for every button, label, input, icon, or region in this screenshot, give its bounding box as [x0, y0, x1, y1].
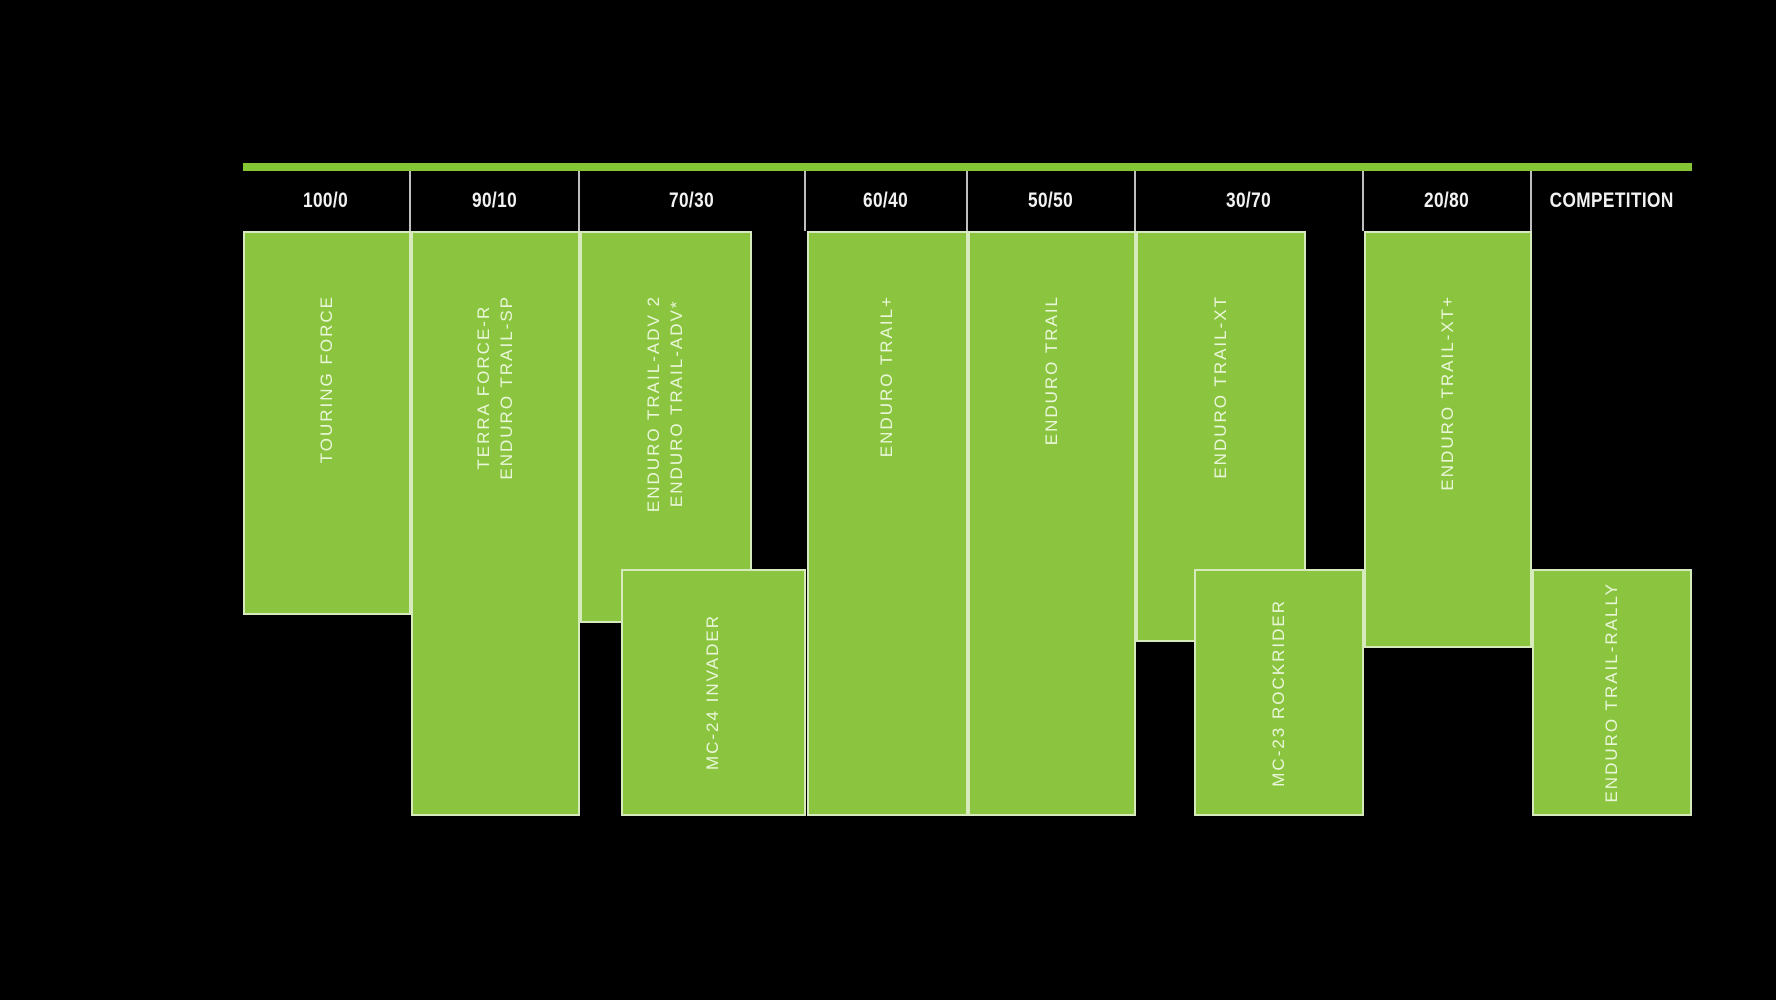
column-header-label: 100/0 — [303, 189, 349, 212]
box-enduro-trail-rally-label: ENDURO TRAIL-RALLY — [1601, 582, 1621, 803]
column-header-label: 90/10 — [471, 189, 518, 212]
bar-terra-force-r-label: TERRA FORCE-R ENDURO TRAIL-SP — [473, 295, 516, 480]
column-header-competition: COMPETITION — [1532, 171, 1692, 231]
column-header-70-30: 70/30 — [580, 171, 806, 231]
bar-enduro-trail-xt-label: ENDURO TRAIL-XT — [1210, 295, 1230, 479]
bar-enduro-trail-adv: ENDURO TRAIL-ADV 2 ENDURO TRAIL-ADV* — [580, 231, 752, 623]
chart-top-rule — [243, 163, 1692, 171]
bar-enduro-trail-xt-plus: ENDURO TRAIL-XT+ — [1364, 231, 1532, 648]
column-header-30-70: 30/70 — [1136, 171, 1364, 231]
box-enduro-trail-rally: ENDURO TRAIL-RALLY — [1532, 569, 1692, 816]
bar-enduro-trail-plus: ENDURO TRAIL+ — [807, 231, 968, 816]
bar-touring-force-label: TOURING FORCE — [316, 295, 336, 464]
bar-terra-force-r: TERRA FORCE-R ENDURO TRAIL-SP — [411, 231, 580, 816]
bar-enduro-trail: ENDURO TRAIL — [968, 231, 1136, 816]
box-mc-23-rockrider: MC-23 ROCKRIDER — [1194, 569, 1364, 816]
column-header-label: 70/30 — [669, 189, 715, 212]
bar-enduro-trail-adv-label: ENDURO TRAIL-ADV 2 ENDURO TRAIL-ADV* — [644, 295, 686, 513]
column-header-100-0: 100/0 — [243, 171, 411, 231]
bar-touring-force: TOURING FORCE — [243, 231, 411, 615]
box-mc-23-rockrider-label: MC-23 ROCKRIDER — [1268, 598, 1288, 787]
column-header-label: 50/50 — [1028, 189, 1074, 212]
column-header-label: 60/40 — [863, 189, 909, 212]
bar-enduro-trail-label: ENDURO TRAIL — [1041, 295, 1061, 446]
column-header-60-40: 60/40 — [806, 171, 968, 231]
column-header-label: COMPETITION — [1549, 189, 1675, 212]
column-header-label: 30/70 — [1226, 189, 1272, 212]
box-mc-24-invader-label: MC-24 INVADER — [703, 614, 723, 771]
bar-enduro-trail-plus-label: ENDURO TRAIL+ — [877, 295, 897, 458]
column-header-20-80: 20/80 — [1364, 171, 1532, 231]
bar-enduro-trail-xt-plus-label: ENDURO TRAIL-XT+ — [1437, 295, 1457, 491]
box-mc-24-invader: MC-24 INVADER — [621, 569, 806, 816]
column-header-label: 20/80 — [1424, 189, 1470, 212]
column-header-90-10: 90/10 — [411, 171, 580, 231]
column-header-50-50: 50/50 — [968, 171, 1136, 231]
